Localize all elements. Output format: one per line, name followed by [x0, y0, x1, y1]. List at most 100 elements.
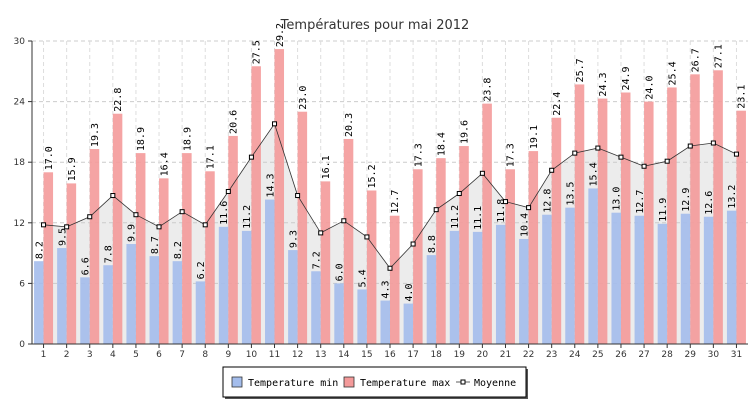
mean-point	[295, 193, 301, 199]
bar-max	[297, 111, 308, 344]
bar-max	[597, 98, 608, 344]
mean-point	[225, 188, 231, 194]
data-label-max: 12.7	[390, 190, 401, 214]
data-label-min: 12.8	[542, 189, 553, 213]
bar-min	[311, 271, 321, 344]
x-tick-label: 16	[384, 350, 396, 360]
bar-max	[690, 74, 700, 344]
bar-min	[565, 207, 575, 344]
chart-title: Températures pour mai 2012	[280, 18, 470, 33]
data-label-max: 22.8	[113, 88, 124, 112]
bar-min	[726, 210, 737, 344]
x-tick-label: 1	[41, 350, 47, 360]
mean-point	[248, 154, 254, 160]
x-tick-label: 28	[661, 350, 673, 360]
x-tick-label: 14	[338, 350, 350, 360]
mean-point	[156, 224, 162, 230]
bar-max	[343, 138, 354, 344]
bar-min	[634, 215, 645, 344]
data-label-min: 14.3	[265, 173, 276, 197]
x-tick-label: 21	[500, 350, 511, 360]
bar-max	[551, 117, 562, 344]
data-label-min: 11.8	[496, 199, 507, 223]
bar-min	[80, 277, 90, 344]
bar-min	[472, 231, 483, 344]
data-label-max: 25.4	[667, 61, 678, 85]
bar-max	[228, 135, 238, 344]
x-tick-label: 12	[292, 350, 303, 360]
mean-point	[664, 158, 670, 164]
mean-point	[272, 121, 278, 127]
data-label-max: 23.1	[737, 85, 748, 109]
bar-min	[334, 283, 344, 344]
data-label-min: 9.9	[127, 224, 138, 242]
x-tick-label: 22	[523, 350, 534, 360]
bar-max	[251, 66, 261, 344]
bar-max	[366, 190, 377, 344]
data-label-min: 8.8	[427, 235, 438, 253]
mean-point	[341, 218, 347, 224]
bar-min	[542, 214, 552, 344]
data-label-max: 24.9	[621, 66, 632, 90]
data-label-max: 22.4	[552, 92, 563, 116]
data-label-min: 13.0	[612, 187, 623, 211]
data-label-min: 13.2	[727, 185, 738, 209]
data-label-min: 8.2	[34, 241, 45, 259]
bar-max	[667, 87, 677, 345]
data-label-max: 19.3	[90, 123, 101, 147]
bar-max	[620, 92, 631, 344]
mean-point	[387, 265, 393, 271]
data-label-min: 9.3	[288, 230, 299, 248]
data-label-min: 4.0	[404, 284, 415, 302]
bar-max	[320, 181, 331, 344]
data-label-min: 13.5	[566, 182, 577, 206]
mean-point	[41, 222, 47, 228]
data-label-min: 12.9	[681, 188, 692, 212]
data-label-min: 9.5	[57, 228, 68, 246]
bar-max	[528, 151, 539, 344]
data-labels: 8.2 17.0 9.5 15.9 6.6 19.3 7.8 22.8 9.9 18.9 8.7 16…	[34, 23, 747, 302]
y-tick-label: 18	[14, 158, 26, 168]
x-tick-label: 17	[407, 350, 418, 360]
data-label-max: 18.9	[182, 127, 193, 151]
data-label-max: 15.2	[367, 164, 378, 188]
data-label-min: 4.3	[381, 281, 392, 299]
mean-point	[572, 150, 578, 156]
mean-point	[64, 224, 70, 230]
bar-min	[241, 230, 252, 344]
data-label-max: 17.0	[44, 146, 55, 170]
bar-max	[43, 172, 54, 344]
mean-point	[456, 191, 462, 197]
bar-max	[482, 103, 492, 345]
bar-min	[34, 261, 44, 344]
data-label-max: 27.5	[252, 40, 263, 64]
bar-max	[182, 153, 192, 344]
data-label-max: 26.7	[691, 48, 702, 72]
x-tick-label: 31	[731, 350, 742, 360]
data-label-max: 25.7	[575, 58, 586, 82]
y-tick-label: 6	[19, 279, 25, 289]
y-tick-label: 12	[14, 219, 25, 229]
y-tick-label: 30	[14, 37, 26, 47]
bar-min	[265, 199, 275, 344]
mean-point	[433, 207, 439, 213]
mean-point	[502, 199, 508, 205]
bar-min	[657, 223, 668, 344]
x-tick-label: 9	[225, 350, 231, 360]
x-tick-label: 29	[685, 350, 697, 360]
legend: Temperature min Temperature max Moyenne	[222, 366, 528, 399]
x-tick-label: 18	[430, 350, 442, 360]
legend-marker-mean	[460, 379, 466, 385]
data-label-max: 20.6	[229, 110, 240, 134]
bar-min	[218, 226, 229, 344]
data-label-max: 24.0	[644, 76, 655, 100]
mean-point	[549, 167, 555, 173]
bar-max	[390, 215, 400, 344]
mean-point	[733, 151, 739, 157]
legend-label-min: Temperature min	[248, 378, 338, 389]
bars	[34, 49, 746, 345]
data-label-max: 19.1	[529, 125, 540, 149]
data-label-min: 11.6	[219, 201, 230, 225]
x-tick-label: 27	[638, 350, 649, 360]
